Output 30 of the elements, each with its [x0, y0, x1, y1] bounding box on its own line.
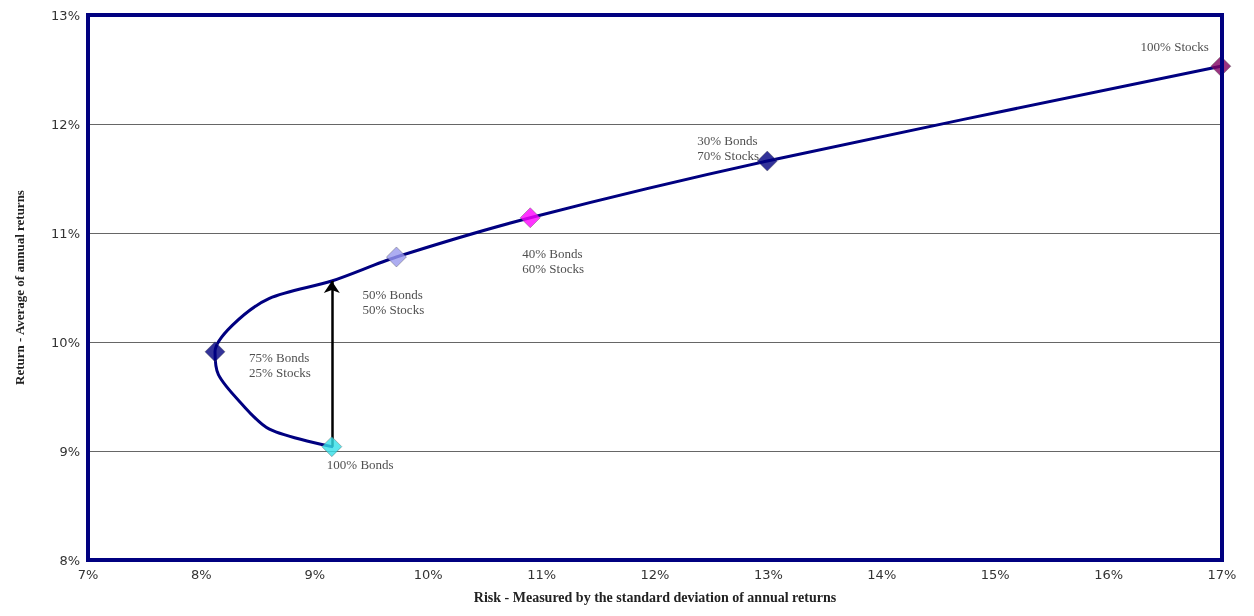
x-tick-label: 12% — [640, 567, 670, 582]
point — [520, 207, 541, 228]
y-tick-label: 10% — [51, 334, 80, 350]
x-tick-label: 11% — [527, 567, 557, 582]
annotation: 40% Bonds 60% Stocks — [522, 245, 585, 276]
annotation: 100% Bonds — [326, 457, 394, 473]
y-tick-label: 9% — [59, 443, 80, 459]
x-tick-label: 13% — [753, 567, 783, 582]
point — [321, 436, 343, 457]
y-axis-title: Return - Average of annual returns — [12, 190, 27, 385]
y-tick-label: 12% — [51, 116, 80, 132]
x-tick-label: 7% — [77, 567, 99, 582]
annotation: 50% Bonds 50% Stocks — [362, 286, 425, 317]
x-tick-label: 16% — [1094, 567, 1124, 582]
annotation: 100% Stocks — [1140, 38, 1209, 54]
x-tick-label: 9% — [304, 567, 326, 582]
y-tick-label: 11% — [51, 225, 80, 241]
x-tick-label: 17% — [1207, 567, 1237, 582]
x-axis-title: Risk - Measured by the standard deviation of annual returns — [473, 589, 837, 605]
point — [757, 150, 778, 172]
point — [204, 341, 226, 363]
y-tick-label: 8% — [59, 552, 80, 568]
x-tick-label: 10% — [413, 567, 443, 582]
annotation: 30% Bonds 70% Stocks — [697, 133, 760, 164]
annotation: 75% Bonds 25% Stocks — [249, 349, 311, 380]
x-tick-label: 14% — [867, 567, 897, 582]
x-tick-label: 15% — [980, 567, 1010, 582]
point — [386, 246, 407, 268]
x-tick-label: 8% — [191, 567, 212, 582]
y-tick-label: 13% — [51, 7, 80, 23]
